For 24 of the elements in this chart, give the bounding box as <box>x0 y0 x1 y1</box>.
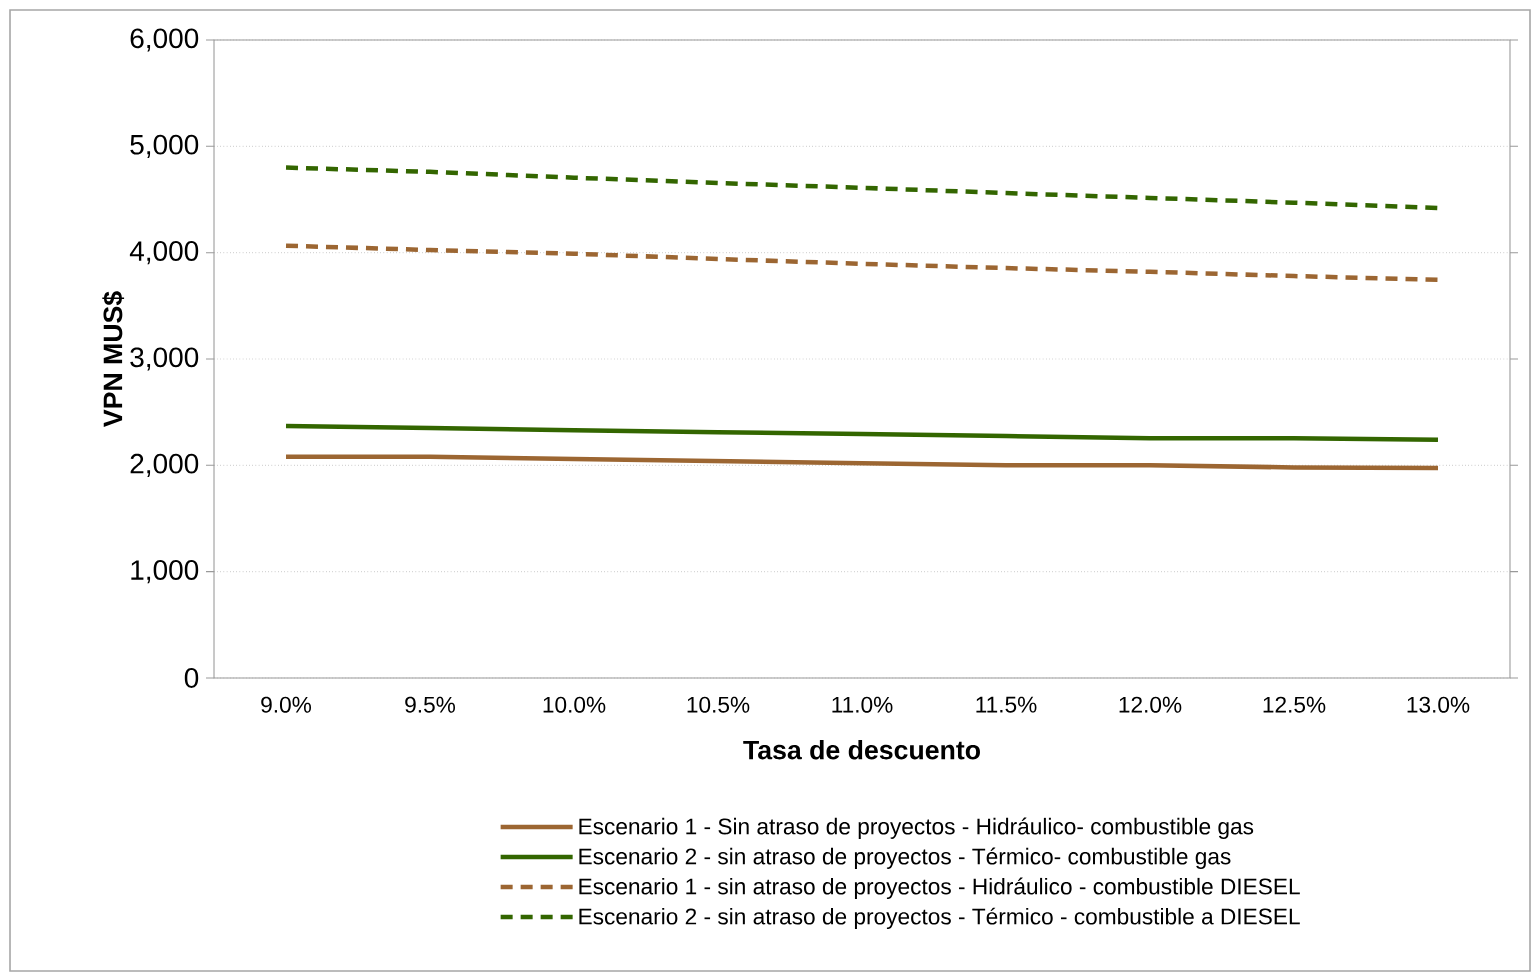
y-tick-label: 3,000 <box>130 347 199 371</box>
line-series <box>283 423 1441 443</box>
x-tick-label: 10.0% <box>543 696 606 713</box>
y-tick-label: 0 <box>184 668 199 688</box>
x-tick-label: 10.5% <box>687 696 750 713</box>
y-tick-label: 1,000 <box>131 560 199 584</box>
legend-label: Escenario 2 - sin atraso de proyectos - Térmico- combustible gas <box>579 847 1231 869</box>
legend-label: Escenario 2 - sin atraso de proyectos - Térmico - combustible a DIESEL <box>579 907 1300 930</box>
x-tick-label: 9.5% <box>405 696 456 713</box>
y-tick-label: 5,000 <box>130 134 199 158</box>
y-tick-label: 2,000 <box>130 453 199 477</box>
x-tick-label: 13.0% <box>1407 696 1470 713</box>
legend-label: Escenario 1 - Sin atraso de proyectos - Hidráulico- combustible gas <box>579 817 1254 839</box>
y-tick-label: 6,000 <box>130 28 199 52</box>
x-tick-label: 11.5% <box>976 696 1037 713</box>
y-tick-label: 4,000 <box>129 241 199 265</box>
x-tick-label: 9.0% <box>261 696 312 713</box>
x-axis-title: Tasa de descuento <box>743 739 980 760</box>
x-tick-label: 11.0% <box>832 696 893 713</box>
line-series <box>283 243 1441 283</box>
x-tick-label: 12.0% <box>1119 696 1182 713</box>
x-tick-label: 12.5% <box>1263 696 1326 713</box>
y-axis-title: VPN MUS$ <box>102 291 125 427</box>
legend-label: Escenario 1 - sin atraso de proyectos - Hidráulico - combustible DIESEL <box>579 877 1300 900</box>
